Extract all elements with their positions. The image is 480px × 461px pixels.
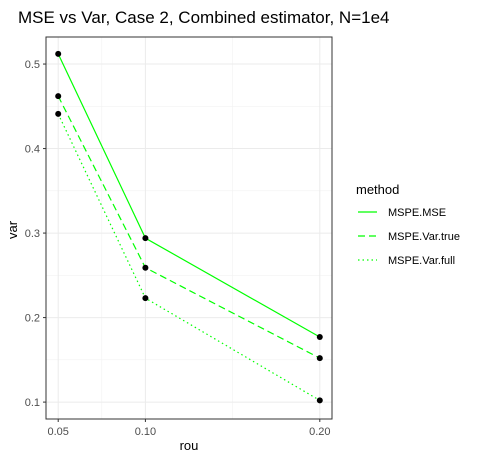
data-point xyxy=(142,295,149,302)
x-axis: 0.05 0.10 0.20 xyxy=(47,419,331,438)
panel-border xyxy=(45,36,333,420)
y-tick-label: 0.2 xyxy=(25,313,40,325)
legend-label: MSPE.MSE xyxy=(388,207,446,219)
y-tick-label: 0.5 xyxy=(25,59,40,71)
x-tick-label: 0.05 xyxy=(47,426,68,438)
data-point xyxy=(55,93,62,100)
data-point xyxy=(316,355,323,362)
legend-label: MSPE.Var.true xyxy=(388,231,460,243)
x-tick-label: 0.20 xyxy=(309,426,330,438)
series-group xyxy=(55,50,323,404)
data-point xyxy=(316,334,323,341)
y-tick-label: 0.3 xyxy=(25,228,40,240)
data-point xyxy=(55,50,62,57)
y-tick-label: 0.1 xyxy=(25,397,40,409)
legend-label: MSPE.Var.full xyxy=(388,255,455,267)
plot-panel xyxy=(45,36,333,420)
y-axis: 0.1 0.2 0.3 0.4 0.5 xyxy=(25,59,46,409)
data-point xyxy=(55,110,62,117)
y-axis-title: var xyxy=(5,220,20,239)
data-point xyxy=(142,264,149,271)
x-tick-label: 0.10 xyxy=(135,426,156,438)
y-tick-label: 0.4 xyxy=(25,144,40,156)
legend-title: method xyxy=(356,182,399,197)
legend: method MSPE.MSE MSPE.Var.true MSPE.Var.ful… xyxy=(356,182,460,267)
x-axis-title: rou xyxy=(180,438,199,453)
data-point xyxy=(142,235,149,242)
series-line xyxy=(57,113,321,401)
data-point xyxy=(316,397,323,404)
chart-title: MSE vs Var, Case 2, Combined estimator, … xyxy=(18,8,390,27)
